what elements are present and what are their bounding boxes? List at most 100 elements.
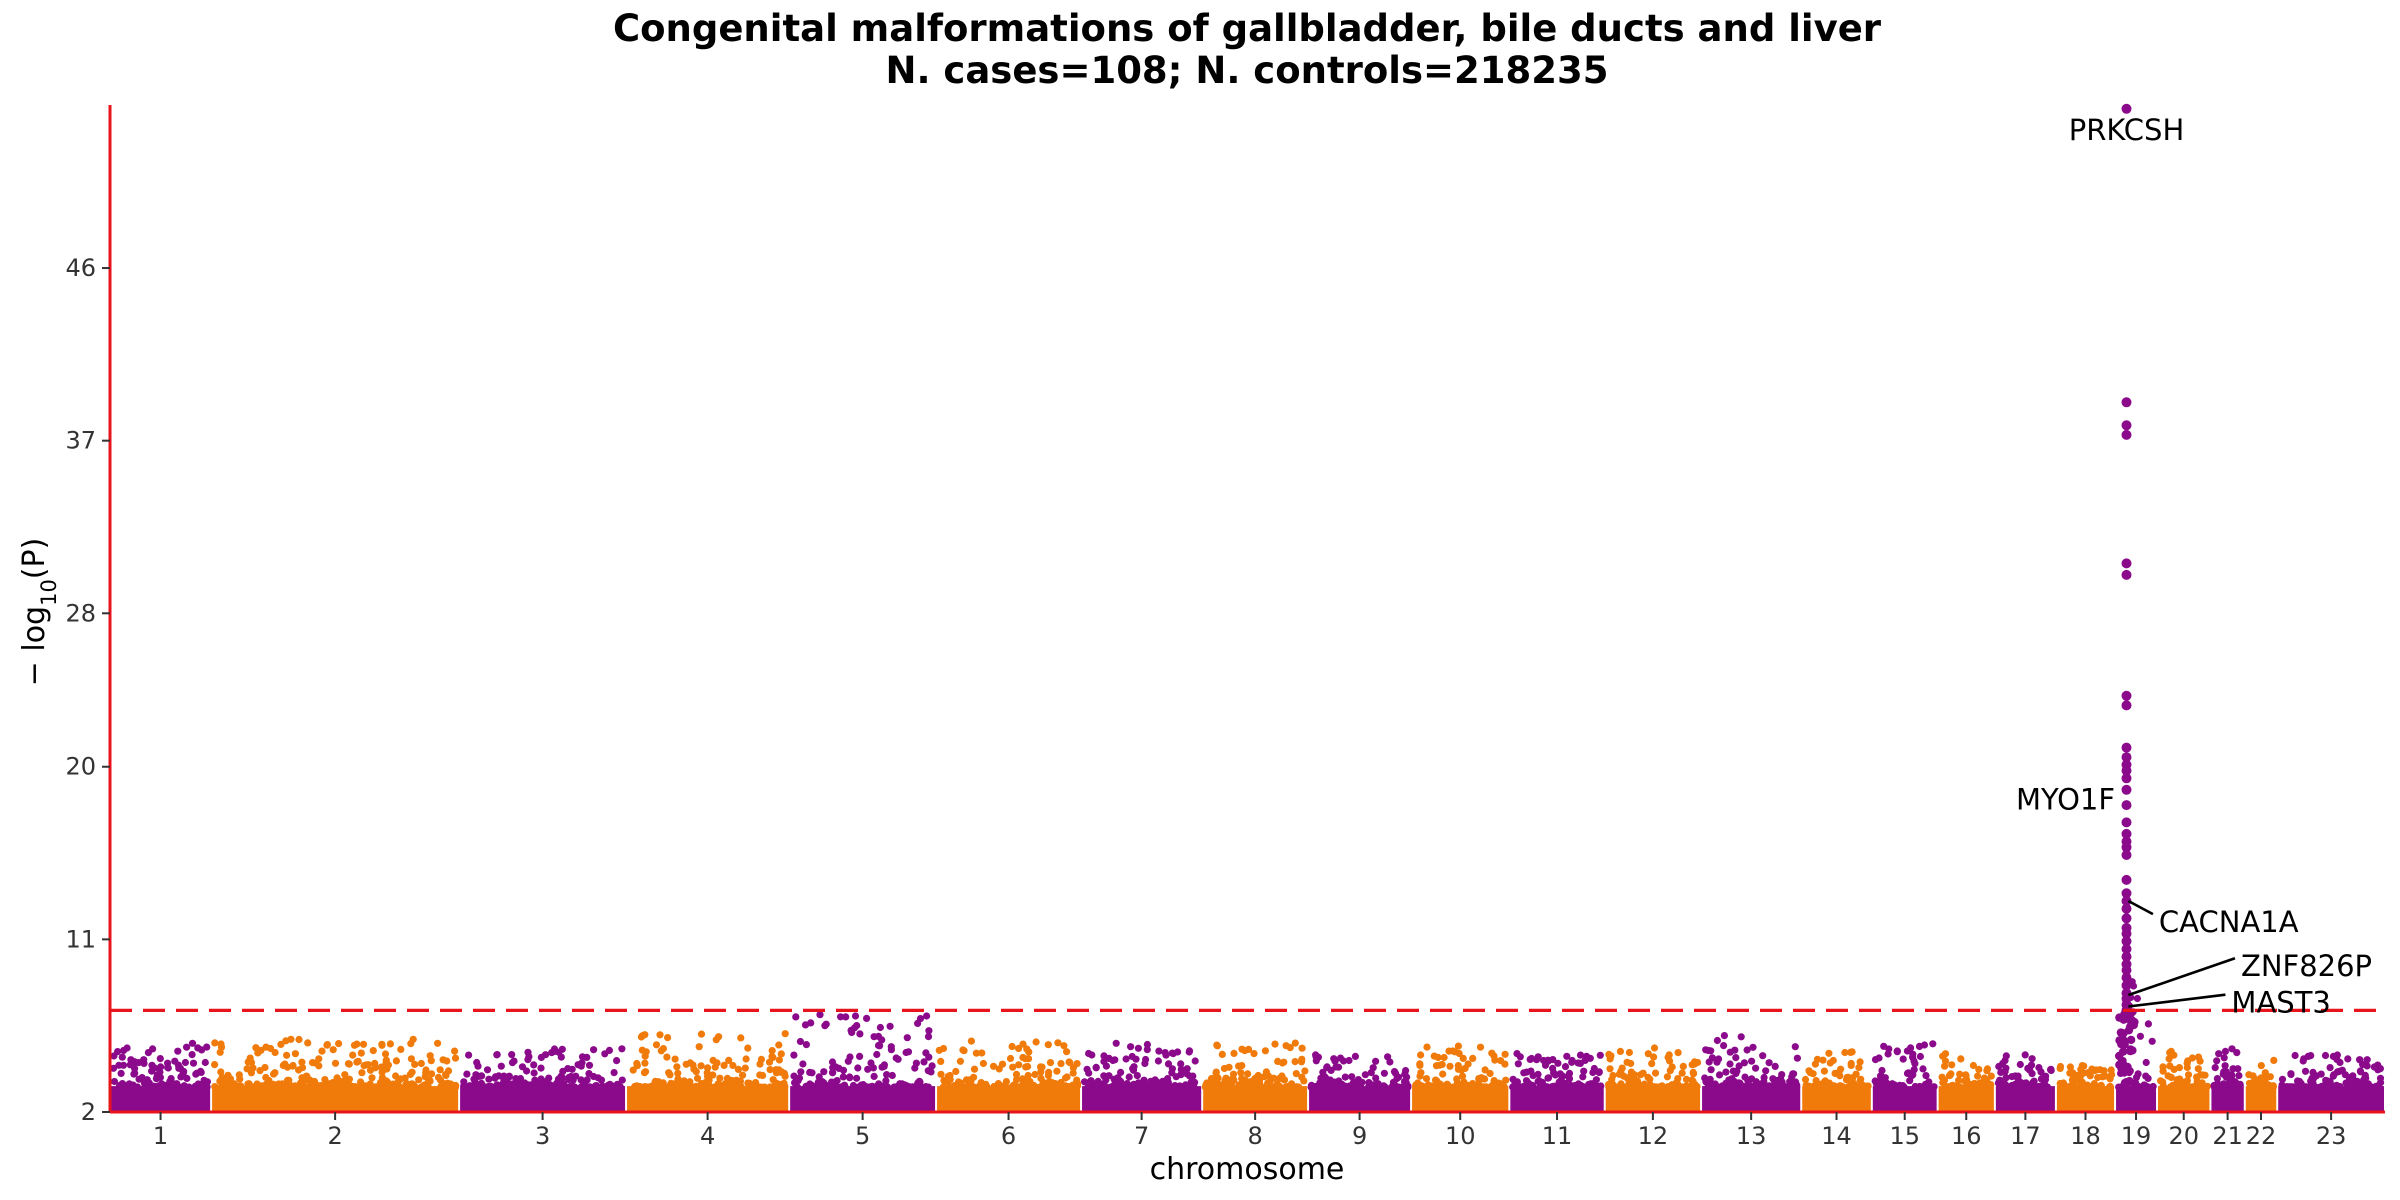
data-point xyxy=(1529,1083,1537,1091)
data-point xyxy=(2349,1078,2357,1086)
data-point xyxy=(2356,1067,2364,1075)
data-point xyxy=(1454,1062,1462,1070)
data-point xyxy=(2175,1064,2183,1072)
data-point xyxy=(487,1082,495,1090)
data-point xyxy=(526,1083,534,1091)
data-point xyxy=(1235,1081,1243,1089)
data-point xyxy=(1705,1058,1713,1066)
data-point xyxy=(1554,1059,1562,1067)
data-point xyxy=(734,1065,743,1073)
data-point xyxy=(1911,1060,1919,1068)
chromosome-8-points xyxy=(1201,1039,1309,1112)
x-tick-label: 15 xyxy=(1889,1122,1920,1150)
data-point xyxy=(703,1069,711,1077)
data-point xyxy=(1632,1076,1640,1084)
data-point xyxy=(1561,1063,1570,1071)
peak-point xyxy=(2121,700,2132,711)
data-point xyxy=(158,1080,166,1088)
data-point xyxy=(537,1064,545,1072)
data-point xyxy=(247,1058,256,1067)
data-point xyxy=(1292,1070,1300,1078)
data-point xyxy=(2188,1054,2196,1062)
data-point xyxy=(1458,1072,1467,1080)
data-point xyxy=(1948,1061,1956,1069)
data-point xyxy=(888,1071,896,1080)
data-point xyxy=(2222,1068,2230,1076)
data-point xyxy=(902,1048,910,1057)
data-point xyxy=(131,1064,139,1072)
data-point xyxy=(1372,1074,1380,1082)
data-point xyxy=(1390,1082,1398,1090)
data-point xyxy=(657,1047,665,1055)
chromosome-4-points xyxy=(627,1030,789,1112)
data-point xyxy=(500,1072,508,1080)
data-point xyxy=(1177,1065,1185,1073)
data-point xyxy=(1720,1032,1728,1040)
peak-point xyxy=(2121,773,2132,784)
data-point xyxy=(665,1082,673,1090)
data-point xyxy=(1911,1082,1919,1091)
data-point xyxy=(1825,1049,1833,1057)
data-point xyxy=(1907,1044,1915,1052)
data-point xyxy=(674,1083,682,1091)
x-tick-label: 12 xyxy=(1638,1122,1669,1150)
data-point xyxy=(1962,1071,1970,1079)
data-point xyxy=(808,1083,816,1091)
data-point xyxy=(1707,1066,1715,1074)
data-point xyxy=(2022,1079,2030,1087)
data-point xyxy=(937,1057,945,1065)
data-point xyxy=(659,1079,667,1087)
data-point xyxy=(551,1083,559,1091)
data-point xyxy=(537,1053,546,1061)
data-point xyxy=(1122,1055,1130,1063)
data-point xyxy=(298,1064,307,1072)
data-point xyxy=(1063,1048,1071,1056)
data-point xyxy=(1143,1046,1151,1054)
data-point xyxy=(1282,1042,1290,1050)
data-point xyxy=(837,1013,845,1021)
data-point xyxy=(397,1075,405,1083)
peak-point xyxy=(2121,103,2132,114)
data-point xyxy=(1070,1082,1078,1090)
data-point xyxy=(1737,1033,1745,1041)
data-point xyxy=(510,1057,518,1065)
annotation-leader xyxy=(2128,993,2226,1008)
data-point xyxy=(1592,1076,1600,1084)
data-point xyxy=(2090,1080,2098,1088)
data-point xyxy=(1627,1068,1635,1076)
data-point xyxy=(1046,1080,1054,1089)
data-point xyxy=(839,1066,848,1074)
data-point xyxy=(618,1045,626,1053)
data-point xyxy=(870,1033,878,1041)
data-point xyxy=(217,1040,225,1048)
data-point xyxy=(1922,1072,1930,1080)
data-point xyxy=(1453,1075,1461,1083)
y-tick-label: 46 xyxy=(65,254,96,282)
x-tick-label: 14 xyxy=(1821,1122,1852,1150)
data-point xyxy=(1565,1069,1574,1077)
data-point xyxy=(2078,1062,2086,1070)
data-point xyxy=(1823,1083,1831,1091)
data-point xyxy=(1686,1083,1694,1091)
data-point xyxy=(1019,1040,1027,1048)
data-point xyxy=(364,1061,372,1069)
gene-annotation-myo1f: MYO1F xyxy=(2016,782,2115,816)
data-point xyxy=(682,1082,691,1090)
data-point xyxy=(2370,1063,2378,1071)
data-point xyxy=(473,1058,481,1067)
data-point xyxy=(857,1081,865,1089)
annotation-leader xyxy=(2127,899,2154,916)
peak-point xyxy=(2121,951,2132,962)
data-point xyxy=(775,1056,784,1064)
data-point xyxy=(2035,1064,2043,1072)
data-point xyxy=(1375,1082,1383,1090)
y-tick-label: 37 xyxy=(65,427,96,455)
data-point xyxy=(1348,1073,1356,1081)
data-point xyxy=(1606,1053,1614,1061)
data-point xyxy=(295,1035,303,1044)
data-point xyxy=(1046,1059,1055,1067)
data-point xyxy=(830,1078,838,1086)
data-point xyxy=(344,1060,353,1068)
chromosome-11-points xyxy=(1509,1050,1605,1112)
data-point xyxy=(1535,1077,1543,1085)
